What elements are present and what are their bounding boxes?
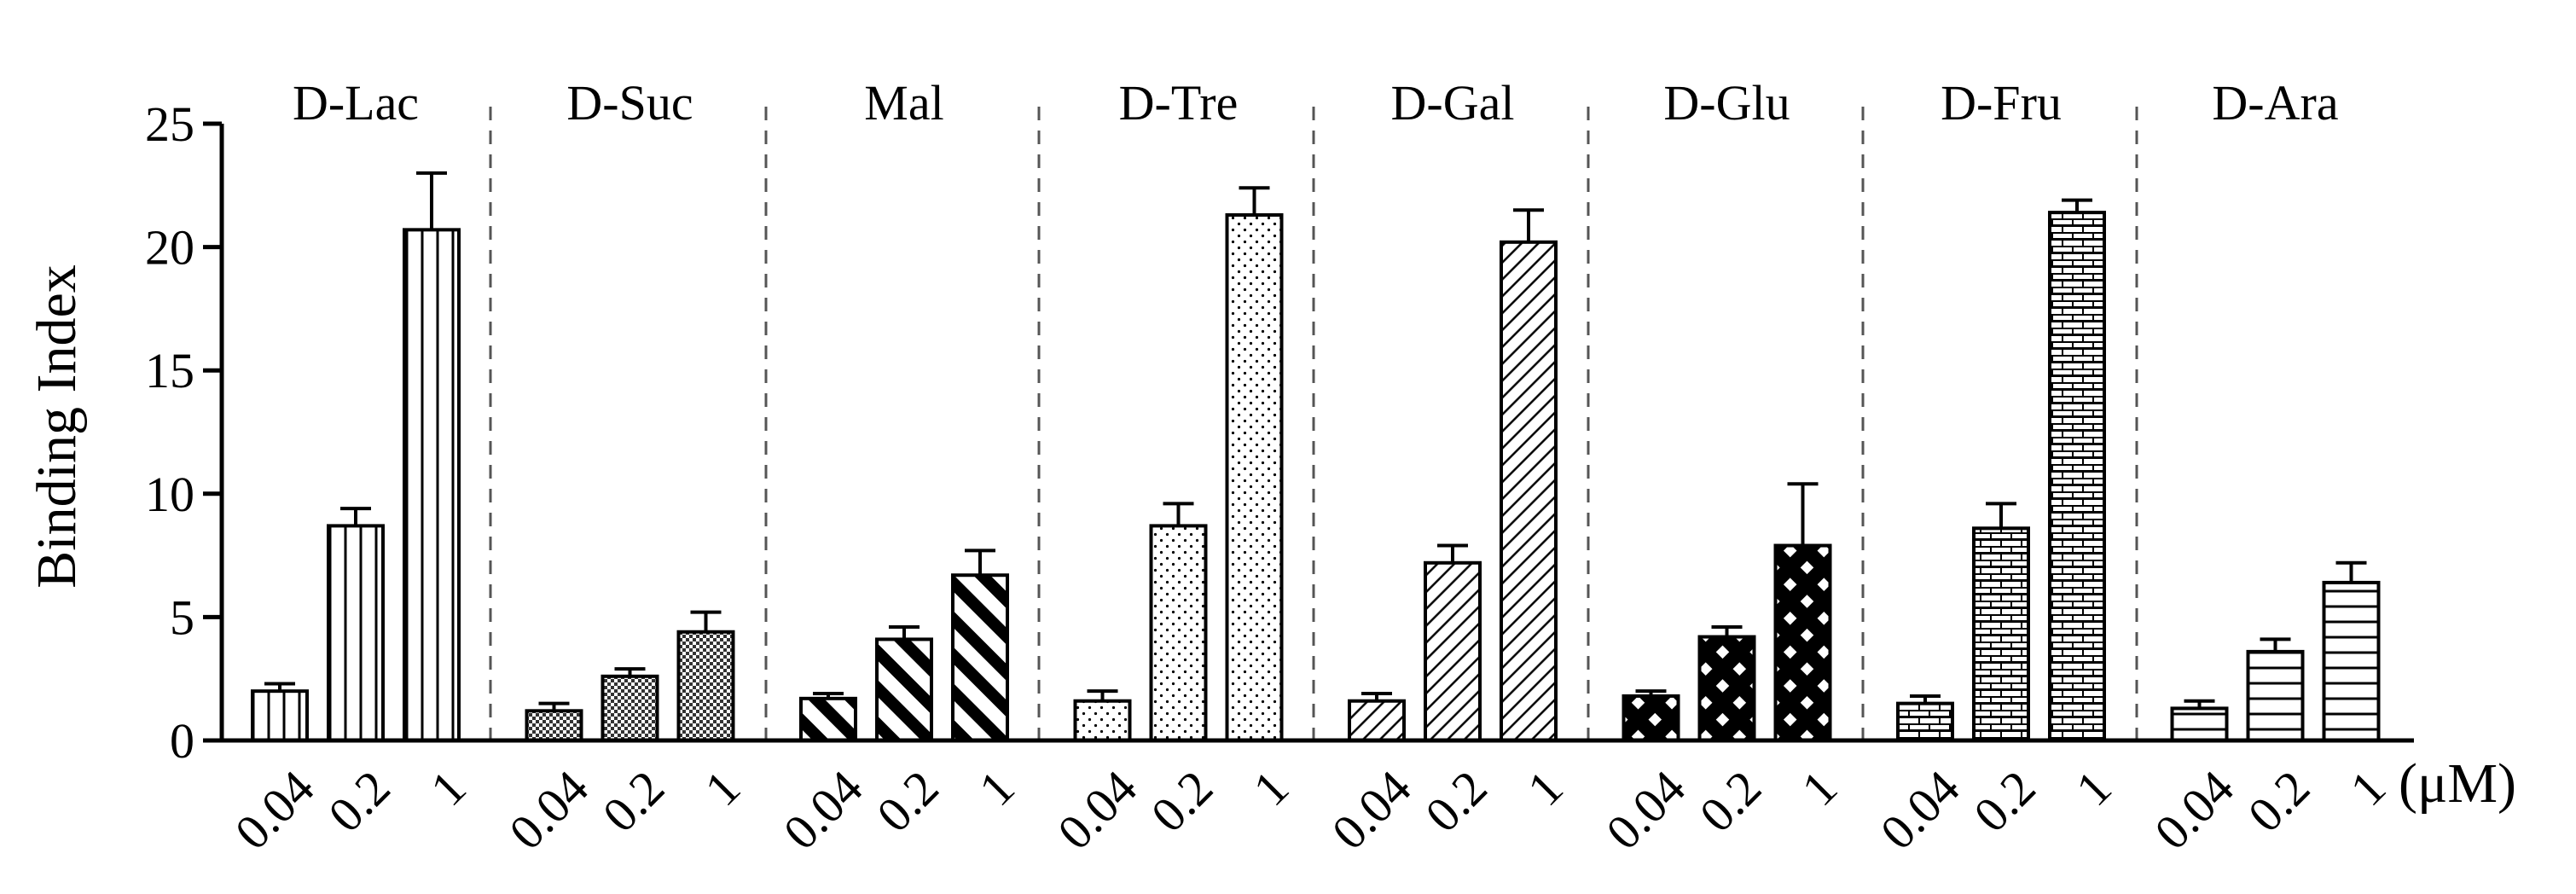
group-label-d-tre: D-Tre [1119,75,1239,131]
bar-d-glu-1 [1773,543,1832,742]
axes-layer [203,121,2414,743]
y-tick-label-20: 20 [145,220,194,276]
group-label-d-suc: D-Suc [566,75,693,131]
bar-mal-1 [951,573,1009,743]
error-bars-layer [264,171,2367,711]
bar-d-tre-0.04 [1073,699,1132,743]
group-label-d-fru: D-Fru [1941,75,2062,131]
x-tick-label-d-ara-0.04: 0.04 [2144,760,2244,861]
x-tick-label-d-ara-0.2: 0.2 [2237,760,2320,843]
bar-d-gal-0.04 [1348,699,1406,743]
x-tick-label-d-lac-0.2: 0.2 [317,760,400,843]
bar-d-suc-0.04 [525,709,583,743]
bar-d-lac-0.2 [327,524,385,742]
bar-d-glu-0.04 [1622,694,1680,742]
x-tick-label-d-suc-0.2: 0.2 [592,760,675,843]
x-tick-label-d-suc-1: 1 [694,760,751,816]
group-label-d-lac: D-Lac [293,75,419,131]
x-unit-label: (μM) [2399,752,2516,815]
x-tick-label-d-fru-1: 1 [2065,760,2121,816]
y-axis-title: Binding Index [26,264,88,588]
x-tick-label-d-ara-1: 1 [2340,760,2396,816]
group-label-d-gal: D-Gal [1391,75,1515,131]
group-label-d-ara: D-Ara [2212,75,2338,131]
x-tick-label-d-suc-0.04: 0.04 [498,760,599,861]
x-tick-label-d-fru-0.2: 0.2 [1963,760,2045,843]
bar-d-gal-0.2 [1424,560,1482,742]
bar-d-ara-0.2 [2246,649,2305,742]
bar-d-fru-1 [2048,211,2106,742]
x-tick-label-d-glu-0.04: 0.04 [1595,760,1696,861]
bar-d-ara-0.04 [2170,706,2229,742]
x-tick-label-d-gal-0.2: 0.2 [1414,760,1497,843]
x-tick-label-d-lac-0.04: 0.04 [224,760,325,861]
bar-d-tre-0.2 [1149,524,1208,742]
x-tick-label-d-tre-1: 1 [1243,760,1299,816]
bar-d-suc-0.2 [600,674,659,742]
x-tick-label-d-fru-0.04: 0.04 [1870,760,1970,861]
x-tick-label-d-lac-1: 1 [420,760,476,816]
group-label-mal: Mal [864,75,943,131]
bar-d-fru-0.04 [1896,701,1954,742]
bar-d-suc-1 [676,630,735,743]
y-tick-label-0: 0 [170,713,194,769]
y-tick-label-5: 5 [170,589,194,645]
bar-d-lac-1 [403,228,461,742]
x-tick-label-d-gal-0.04: 0.04 [1321,760,1422,861]
bar-d-gal-1 [1500,240,1558,743]
bar-d-tre-1 [1225,213,1284,742]
bar-d-fru-0.2 [1972,526,2030,743]
x-tick-label-mal-0.04: 0.04 [773,760,873,861]
y-tick-label-10: 10 [145,467,194,522]
x-tick-label-d-gal-1: 1 [1517,760,1573,816]
x-tick-label-mal-0.2: 0.2 [866,760,949,843]
bar-mal-0.04 [799,696,857,742]
bar-mal-0.2 [875,637,933,742]
y-tick-label-15: 15 [145,343,194,398]
bar-d-glu-0.2 [1697,635,1756,743]
group-separators [489,107,2138,740]
bars-layer [251,211,2381,743]
x-tick-label-d-glu-0.2: 0.2 [1689,760,1772,843]
x-tick-label-d-tre-0.04: 0.04 [1047,760,1147,861]
group-label-d-glu: D-Glu [1663,75,1790,131]
y-tick-label-25: 25 [145,96,194,152]
bar-d-lac-0.04 [251,689,309,742]
bar-d-ara-1 [2322,580,2381,742]
x-tick-label-d-glu-1: 1 [1791,760,1848,816]
x-tick-label-d-tre-0.2: 0.2 [1140,760,1223,843]
x-tick-label-mal-1: 1 [968,760,1024,816]
